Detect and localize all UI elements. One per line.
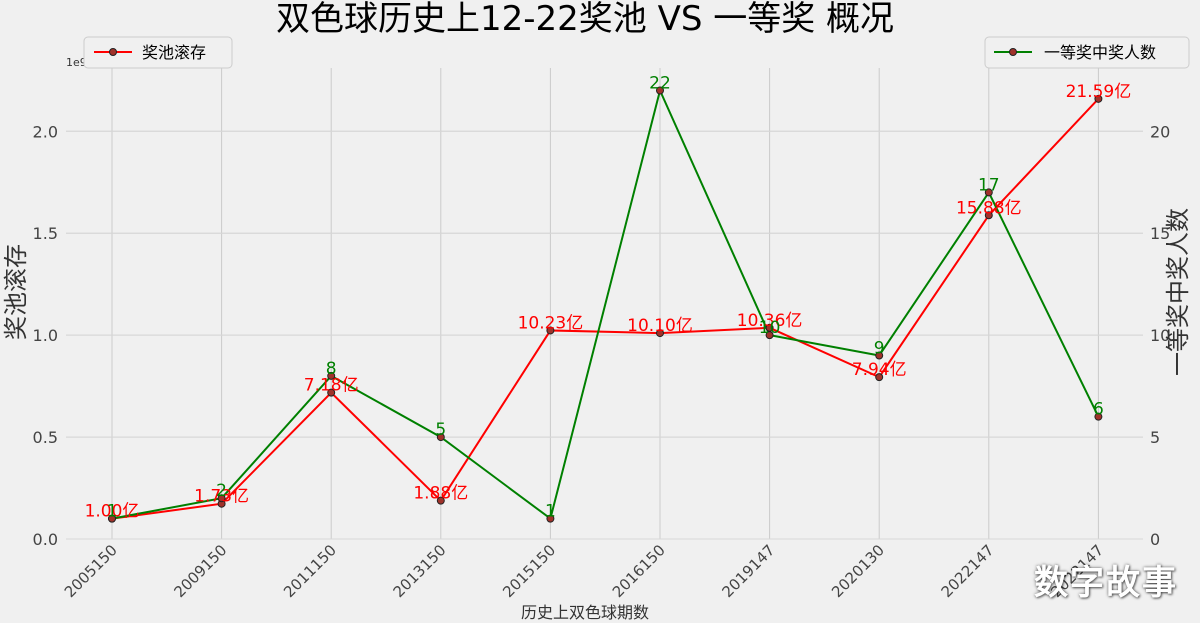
first-prize-winners-point (436, 433, 445, 442)
prize-pool-data-label: 7.94亿 (852, 360, 907, 380)
first-prize-winners-data-label: 6 (1093, 400, 1104, 420)
label-layer: 1.00亿 1.73亿 7.18亿 1.88亿 10.23亿 10.10亿 10.36亿 7.… (85, 74, 1132, 522)
prize-pool-data-label: 10.36亿 (737, 311, 803, 331)
first-prize-winners-data-label: 1 (545, 502, 556, 522)
y-tick-label-left: 2.0 (33, 122, 58, 141)
prize-pool-point (436, 496, 445, 505)
offset-text-left: 1e9 (66, 56, 87, 69)
chart-title: 双色球历史上12-22奖池 VS 一等奖 概况 (276, 0, 894, 39)
first-prize-winners-data-label: 1 (107, 502, 118, 522)
prize-pool-point (656, 329, 664, 338)
first-prize-winners-point (656, 86, 664, 95)
y-tick-label-right: 15 (1150, 224, 1170, 243)
prize-pool-point (984, 211, 993, 220)
legend-left-box (83, 36, 233, 69)
prize-pool-point (1094, 94, 1103, 103)
grid-layer (66, 68, 1143, 540)
first-prize-winners-data-label: 8 (326, 359, 337, 379)
first-prize-winners-data-label: 2 (216, 481, 227, 501)
prize-pool-data-label: 21.59亿 (1066, 82, 1132, 102)
prize-pool-data-label: 1.88亿 (413, 484, 468, 504)
y-axis-label-right: 一等奖中奖人数 (1164, 208, 1192, 376)
y-tick-label-left: 0.0 (33, 530, 58, 549)
first-prize-winners-data-label: 17 (978, 175, 1000, 195)
prize-pool-data-label: 10.10亿 (627, 316, 693, 336)
y-tick-label-right: 0 (1150, 530, 1160, 549)
prize-pool-point (327, 388, 336, 397)
first-prize-winners-line (111, 87, 1100, 521)
first-prize-winners-point (1094, 412, 1103, 421)
y-tick-label-right: 20 (1150, 122, 1170, 141)
y-tick-label-left: 0.5 (33, 428, 58, 447)
legend-left-label: 奖池滚存 (142, 43, 206, 62)
first-prize-winners-data-label: 10 (759, 318, 781, 338)
y-axis-label-left: 奖池滚存 (2, 244, 30, 340)
first-prize-winners-point (765, 331, 774, 340)
series-layer (108, 86, 1103, 523)
legend-left: 奖池滚存 (83, 36, 233, 69)
watermark: 数字故事 (1034, 563, 1178, 603)
first-prize-winners-data-label: 5 (435, 420, 446, 440)
prize-pool-data-label: 7.18亿 (304, 376, 359, 396)
prize-pool-data-label: 10.23亿 (518, 313, 584, 333)
legend-right-marker (1009, 48, 1017, 56)
prize-pool-data-label: 1.73亿 (194, 487, 249, 507)
first-prize-winners-point (327, 371, 336, 380)
legend-right-box (984, 36, 1190, 69)
legend-right-label: 一等奖中奖人数 (1044, 43, 1156, 62)
first-prize-winners-point (875, 351, 884, 360)
legend-right: 一等奖中奖人数 (984, 36, 1190, 69)
first-prize-winners-point (217, 494, 226, 503)
y-tick-label-left: 1.5 (33, 224, 58, 243)
first-prize-winners-point (984, 188, 993, 197)
prize-pool-point (546, 326, 555, 335)
first-prize-winners-data-label: 9 (874, 339, 885, 359)
first-prize-winners-point (108, 514, 116, 523)
x-axis-label: 历史上双色球期数 (521, 603, 649, 622)
prize-pool-data-label: 15.88亿 (956, 198, 1022, 218)
y-tick-label-right: 10 (1150, 326, 1170, 345)
first-prize-winners-point (546, 514, 555, 523)
y-tick-label-right: 5 (1150, 428, 1160, 447)
prize-pool-line (111, 98, 1100, 520)
prize-pool-data-label: 1.00亿 (85, 502, 140, 522)
first-prize-winners-data-label: 22 (649, 74, 671, 94)
legend-left-marker (109, 48, 117, 56)
y-tick-label-left: 1.0 (33, 326, 58, 345)
prize-pool-point (875, 373, 884, 382)
